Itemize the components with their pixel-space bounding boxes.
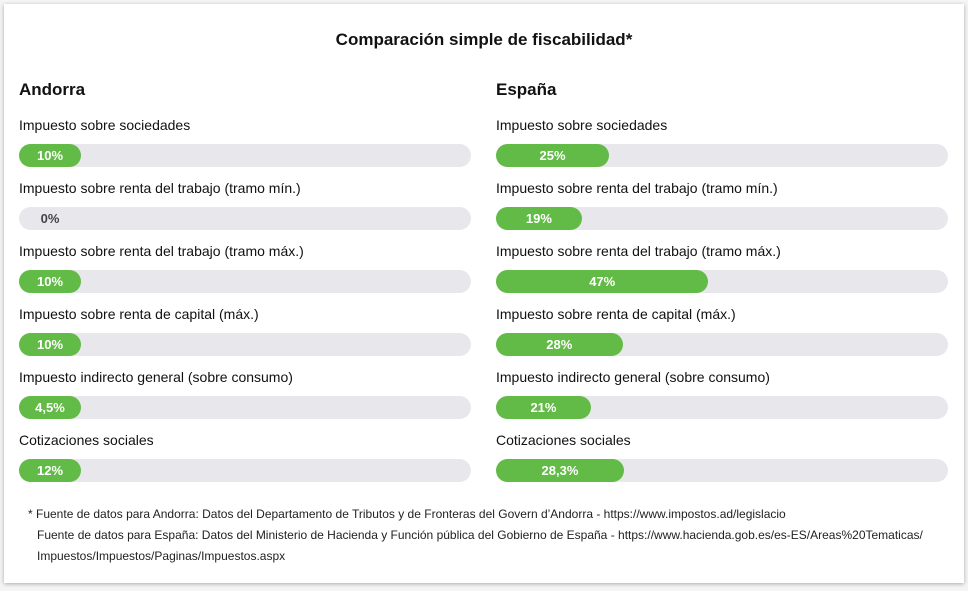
category-label: Impuesto sobre renta de capital (máx.) (496, 306, 736, 322)
category-label: Impuesto sobre sociedades (19, 117, 191, 133)
bar-track: 0% (19, 207, 471, 230)
category-label: Impuesto indirecto general (sobre consum… (496, 369, 770, 385)
bar-fill (19, 270, 81, 293)
category-label: Impuesto indirecto general (sobre consum… (19, 369, 293, 385)
bar-row: Cotizaciones sociales 28,3% (496, 430, 948, 493)
bar-track: 12% (19, 459, 471, 482)
bar-row: Impuesto sobre renta del trabajo (tramo … (496, 178, 948, 241)
bar-fill (496, 144, 609, 167)
bar-row: Impuesto sobre renta del trabajo (tramo … (496, 241, 948, 304)
category-label: Cotizaciones sociales (496, 432, 631, 448)
chart-title: Comparación simple de fiscabilidad* (335, 30, 633, 49)
value-label: 10% (36, 337, 64, 352)
value-label: 12% (36, 463, 64, 478)
value-label: 10% (36, 148, 64, 163)
category-label: Impuesto sobre renta de capital (máx.) (19, 306, 259, 322)
bar-fill (496, 270, 709, 293)
bar-track: 21% (496, 396, 948, 419)
bar-row: Impuesto indirecto general (sobre consum… (496, 367, 948, 430)
category-label: Impuesto sobre renta del trabajo (tramo … (19, 243, 304, 259)
bar-track: 28,3% (496, 459, 948, 482)
bar-track: 25% (496, 144, 948, 167)
bar-row: Impuesto sobre renta del trabajo (tramo … (19, 178, 471, 241)
footnote: * Fuente de datos para Andorra: Datos de… (28, 504, 923, 567)
bar-track: 4,5% (19, 396, 471, 419)
bar-track: 28% (496, 333, 948, 356)
bar-row: Impuesto sobre renta de capital (máx.) 1… (19, 304, 471, 367)
category-label: Impuesto sobre renta del trabajo (tramo … (496, 180, 778, 196)
category-label: Cotizaciones sociales (19, 432, 154, 448)
footnote-line: Fuente de datos para España: Datos del M… (37, 528, 923, 542)
value-label: 28% (546, 337, 573, 352)
footnote-line: Impuestos/Impuestos/Paginas/Impuestos.as… (37, 549, 286, 563)
bar-fill (496, 333, 623, 356)
value-label: 47% (589, 274, 616, 289)
bar-track: 10% (19, 270, 471, 293)
bar-row: Impuesto sobre sociedades 10% (19, 115, 471, 178)
bar-row: Impuesto sobre renta de capital (máx.) 2… (496, 304, 948, 367)
category-label: Impuesto sobre sociedades (496, 117, 668, 133)
category-label: Impuesto sobre renta del trabajo (tramo … (19, 180, 301, 196)
chart-card: Comparación simple de fiscabilidad* Ando… (4, 4, 964, 583)
bar-fill (19, 459, 81, 482)
value-label: 10% (36, 274, 64, 289)
bar-fill (19, 144, 81, 167)
bar-fill (19, 396, 81, 419)
category-label: Impuesto sobre renta del trabajo (tramo … (496, 243, 781, 259)
bar-row: Impuesto indirecto general (sobre consum… (19, 367, 471, 430)
value-label: 0% (40, 211, 60, 226)
country-title: Andorra (19, 80, 86, 99)
footnote-line: * Fuente de datos para Andorra: Datos de… (28, 507, 786, 521)
value-label: 21% (530, 400, 557, 415)
bar-track: 19% (496, 207, 948, 230)
column-andorra: Andorra Impuesto sobre sociedades 10% Im… (19, 80, 471, 493)
bar-fill (496, 207, 582, 230)
bar-track: 10% (19, 333, 471, 356)
bar-track: 10% (19, 144, 471, 167)
bar-row: Impuesto sobre sociedades 25% (496, 115, 948, 178)
value-label: 28,3% (541, 463, 579, 478)
bar-row: Cotizaciones sociales 12% (19, 430, 471, 493)
value-label: 19% (525, 211, 552, 226)
bar-row: Impuesto sobre renta del trabajo (tramo … (19, 241, 471, 304)
bar-track: 47% (496, 270, 948, 293)
bar-fill (496, 459, 624, 482)
value-label: 25% (539, 148, 566, 163)
value-label: 4,5% (35, 400, 65, 415)
country-title: España (496, 80, 557, 99)
column-espana: España Impuesto sobre sociedades 25% Imp… (496, 80, 948, 493)
bar-fill (19, 333, 81, 356)
bar-fill (496, 396, 591, 419)
